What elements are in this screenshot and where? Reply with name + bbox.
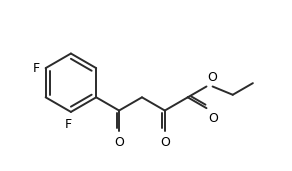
Text: F: F	[65, 118, 72, 131]
Text: O: O	[208, 112, 218, 125]
Text: O: O	[208, 71, 218, 84]
Text: O: O	[114, 136, 124, 149]
Text: O: O	[160, 136, 170, 149]
Text: F: F	[32, 62, 39, 75]
